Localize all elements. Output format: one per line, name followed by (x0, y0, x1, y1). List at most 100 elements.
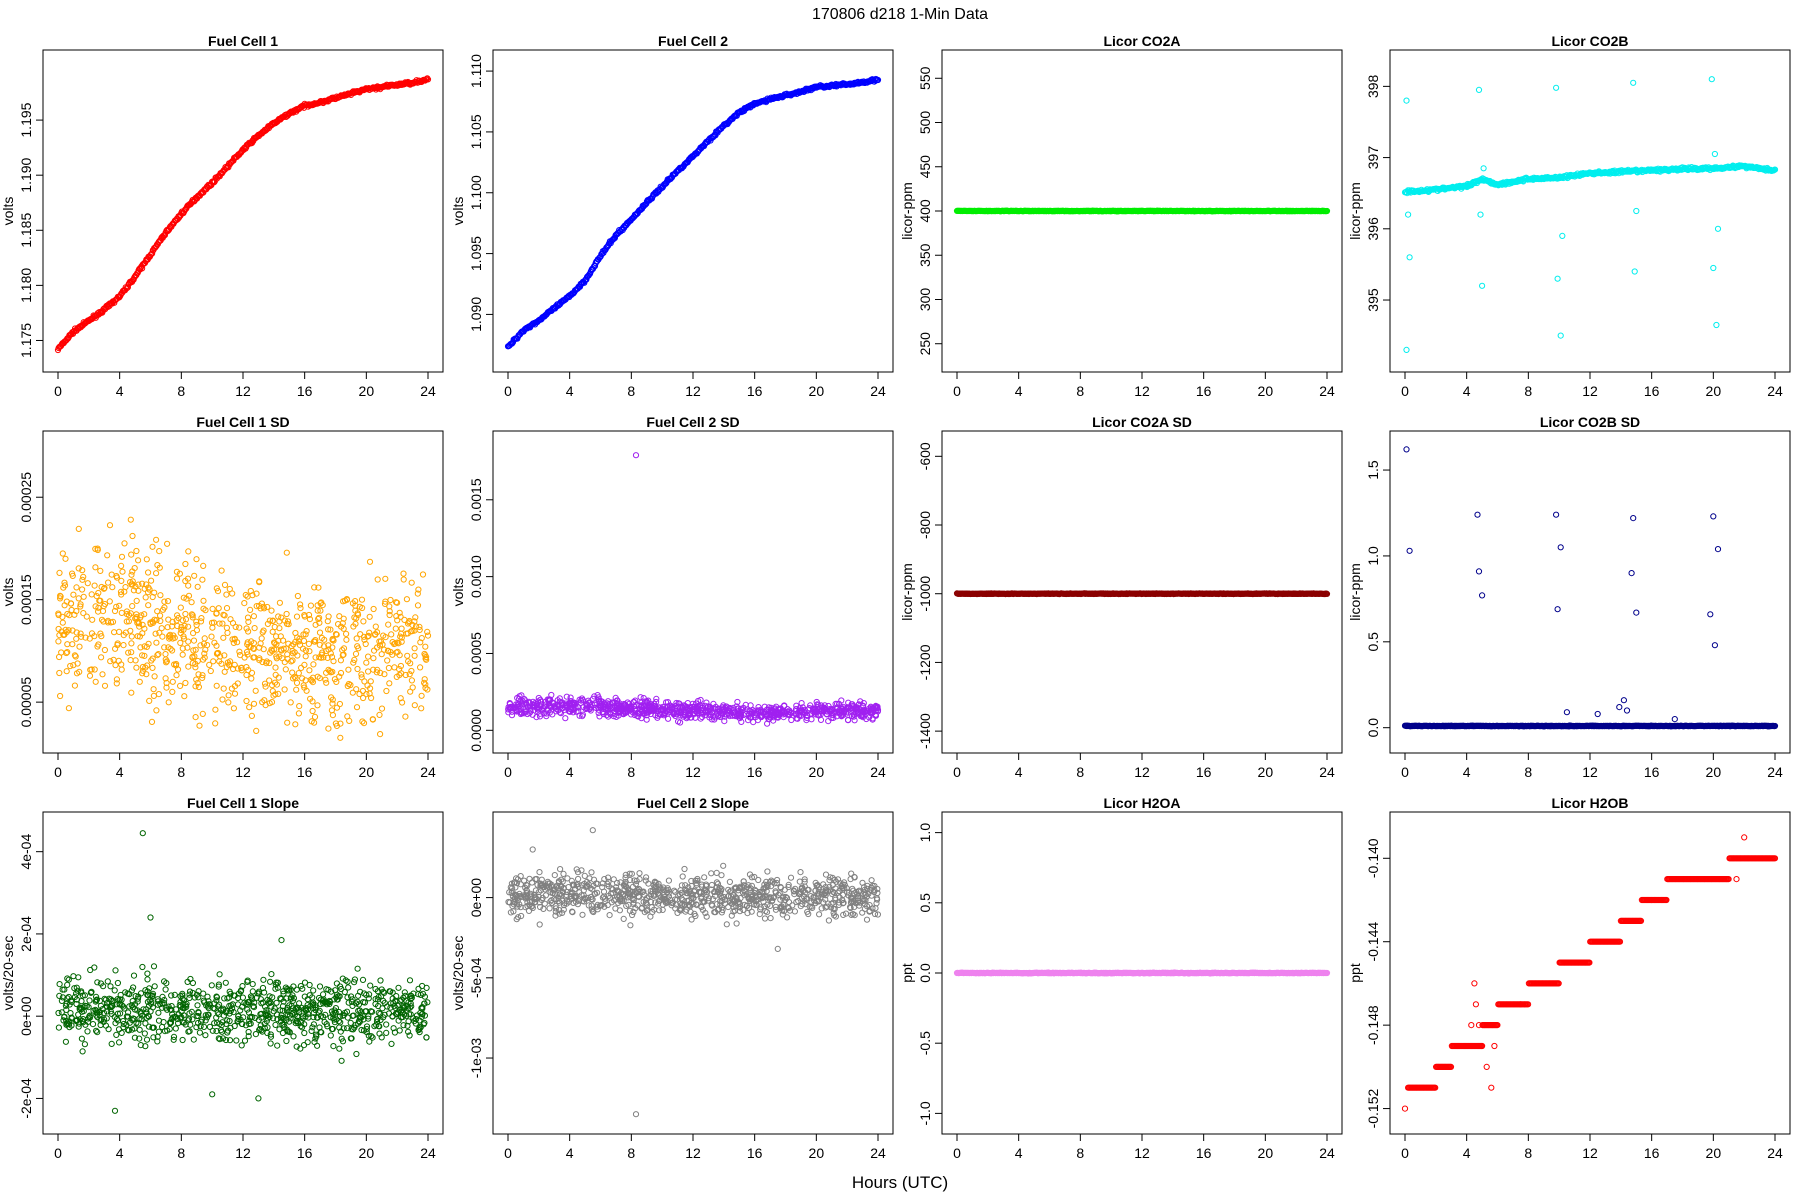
data-point (133, 597, 140, 605)
data-point (92, 564, 99, 571)
data-point (135, 557, 142, 564)
y-axis: 0.00.51.01.5 (1365, 460, 1391, 737)
data-point (200, 597, 207, 604)
data-point (182, 616, 190, 623)
data-point (295, 670, 302, 677)
data-point (116, 602, 123, 609)
data-point (153, 707, 160, 714)
x-axis: 0 4 8 12 16 20 24 (504, 371, 886, 399)
data-point (411, 702, 418, 709)
data-point (127, 657, 134, 664)
x-tick-label: 0 (953, 383, 961, 399)
data-point (95, 589, 102, 597)
data-point (372, 623, 379, 630)
data-point (98, 654, 105, 661)
data-point (105, 579, 112, 586)
y-tick-label: -1400 (917, 713, 933, 749)
data-point (182, 610, 189, 618)
data-point (419, 571, 427, 578)
data-point (112, 662, 119, 669)
data-point (408, 579, 415, 586)
data-point (424, 76, 432, 83)
data-point (177, 682, 184, 690)
data-point (145, 602, 152, 609)
x-tick-label: 12 (1134, 383, 1150, 399)
data-point (281, 659, 288, 666)
x-axis: 0 4 8 12 16 20 24 (54, 752, 436, 780)
data-point (343, 630, 350, 638)
data-point (1477, 211, 1484, 218)
panel-title: Licor CO2A (1103, 33, 1180, 49)
x-tick-label: 12 (1582, 383, 1598, 399)
x-tick-label: 8 (1076, 764, 1084, 780)
y-tick-label: 1.0 (1365, 546, 1381, 566)
data-point (57, 692, 64, 700)
data-point (206, 661, 213, 669)
data-point (325, 725, 332, 732)
data-point (371, 647, 378, 654)
data-point (293, 679, 301, 687)
y-tick-label: 0.00025 (18, 472, 34, 523)
data-point (118, 609, 125, 617)
x-tick-label: 8 (1076, 383, 1084, 399)
data-point (192, 714, 199, 721)
data-point (80, 593, 87, 600)
data-point (164, 540, 171, 547)
y-tick-label: 1.100 (468, 175, 484, 210)
data-point (309, 707, 316, 715)
data-point (268, 607, 275, 614)
data-point (508, 712, 516, 719)
data-point (396, 609, 403, 616)
data-point (153, 536, 160, 543)
data-point (84, 580, 91, 587)
data-point (88, 591, 95, 598)
data-point (221, 581, 229, 589)
x-tick-label: 24 (1767, 383, 1783, 399)
data-point (192, 664, 199, 671)
data-point (283, 610, 290, 618)
data-point (292, 721, 299, 728)
x-tick-label: 4 (1463, 764, 1471, 780)
data-points (504, 75, 882, 350)
y-axis-label: licor-ppm (899, 182, 915, 240)
data-point (248, 669, 256, 677)
x-tick-label: 4 (1463, 383, 1471, 399)
data-point (241, 654, 248, 661)
x-tick-label: 24 (1319, 383, 1335, 399)
data-point (132, 657, 139, 664)
data-point (353, 635, 360, 642)
data-point (101, 646, 109, 654)
data-point (260, 627, 267, 634)
y-tick-label: -1200 (917, 644, 933, 680)
data-point (336, 700, 343, 708)
data-point (418, 692, 425, 699)
x-tick-label: 8 (1524, 383, 1532, 399)
x-axis: 0 4 8 12 16 20 24 (1401, 752, 1783, 780)
y-tick-label: 0.0000 (468, 709, 484, 752)
data-point (247, 606, 254, 614)
data-point (241, 600, 248, 607)
x-tick-label: 16 (747, 764, 763, 780)
data-point (562, 715, 569, 722)
x-tick-label: 4 (1015, 764, 1023, 780)
data-point (223, 591, 230, 598)
y-axis-label: volts (450, 578, 466, 607)
data-point (191, 572, 198, 579)
data-point (73, 584, 80, 591)
data-point (337, 657, 344, 664)
data-point (148, 577, 155, 584)
data-point (243, 697, 250, 705)
data-points (1401, 76, 1779, 353)
data-point (91, 582, 98, 589)
data-point (63, 668, 70, 675)
data-point (250, 613, 257, 620)
x-tick-label: 12 (1134, 764, 1150, 780)
data-point (230, 705, 237, 712)
data-point (365, 653, 372, 660)
data-point (148, 718, 156, 726)
